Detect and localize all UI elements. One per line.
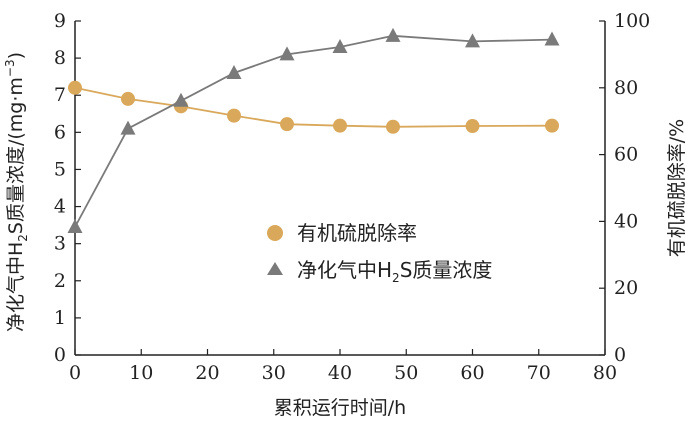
- y-right-tick-label: 100: [614, 10, 650, 32]
- x-axis-title: 累积运行时间/h: [274, 397, 406, 419]
- x-tick-label: 80: [593, 362, 617, 384]
- data-point-circle: [227, 108, 241, 123]
- legend-triangle-marker: [267, 262, 283, 275]
- data-point-circle: [465, 119, 480, 134]
- data-point-triangle: [332, 38, 348, 53]
- marks: [67, 27, 560, 233]
- data-point-triangle: [465, 33, 480, 48]
- data-point-circle: [545, 118, 559, 133]
- data-point-triangle: [226, 64, 242, 79]
- data-point-circle: [121, 91, 135, 106]
- data-point-circle: [68, 80, 82, 95]
- y-right-axis-title: 有机硫脱除率/%: [666, 119, 688, 257]
- y-left-tick-label: 9: [54, 10, 66, 32]
- x-tick-label: 20: [195, 362, 219, 384]
- y-left-tick-label: 1: [54, 307, 66, 329]
- series-line-1: [74, 34, 553, 228]
- legend: 有机硫脱除率 净化气中H2S质量浓度: [267, 221, 492, 285]
- series-line-0: [74, 86, 553, 128]
- x-tick-label: 40: [328, 362, 352, 384]
- y-left-tick-label: 7: [54, 84, 66, 106]
- legend-label-h2s: 净化气中H2S质量浓度: [297, 258, 492, 285]
- x-tick-label: 10: [129, 362, 153, 384]
- y-left-tick-label: 2: [54, 270, 66, 292]
- y-left-tick-label: 5: [54, 158, 66, 180]
- y-right-tick-label: 60: [614, 144, 638, 166]
- data-point-triangle: [385, 27, 401, 42]
- y-left-tick-label: 6: [54, 121, 66, 143]
- data-point-triangle: [67, 218, 83, 233]
- y-left-tick-label: 8: [54, 47, 66, 69]
- x-tick-label: 0: [69, 362, 81, 384]
- x-tick-label: 60: [460, 362, 484, 384]
- data-point-circle: [333, 118, 347, 133]
- legend-circle-marker: [267, 225, 283, 241]
- x-tick-label: 50: [394, 362, 418, 384]
- data-point-triangle: [173, 92, 189, 107]
- y-right-tick-label: 40: [614, 210, 638, 232]
- y-right-tick-label: 20: [614, 277, 638, 299]
- y-left-tick-label: 3: [54, 233, 66, 255]
- data-point-circle: [386, 119, 400, 134]
- x-tick-label: 30: [262, 362, 286, 384]
- legend-label-removal-rate: 有机硫脱除率: [297, 221, 417, 245]
- data-point-triangle: [544, 31, 560, 46]
- data-point-triangle: [120, 120, 136, 135]
- y-left-tick-label: 0: [54, 344, 66, 366]
- data-point-circle: [280, 117, 294, 132]
- y-left-axis-title: 净化气中H2S质量浓度/(mg·m−3): [3, 52, 30, 332]
- y-left-tick-label: 4: [54, 196, 66, 218]
- x-tick-label: 70: [527, 362, 551, 384]
- y-right-tick-label: 80: [614, 77, 638, 99]
- y-right-tick-label: 0: [614, 344, 626, 366]
- data-point-triangle: [279, 46, 295, 61]
